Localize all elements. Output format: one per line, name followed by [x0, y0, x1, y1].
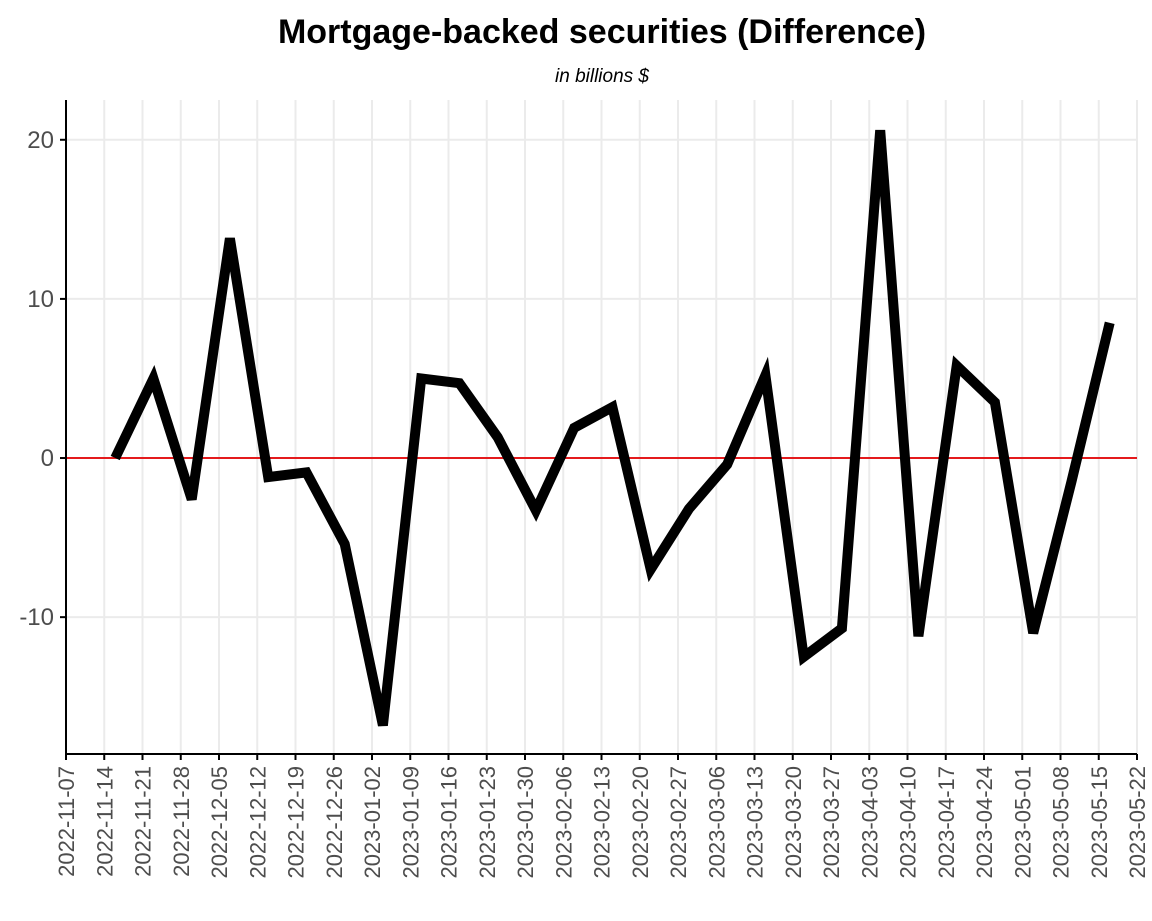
x-tick-label: 2023-02-20	[628, 766, 653, 879]
x-tick-label: 2022-12-26	[322, 766, 347, 879]
x-tick-label: 2023-01-02	[360, 766, 385, 879]
plot-area: -10 0 10 20 2022-11-07 2022-11-14 2022-11-21 20…	[19, 100, 1150, 879]
x-tick-label: 2023-03-20	[781, 766, 806, 879]
x-tick-label: 2022-11-21	[131, 766, 156, 877]
x-tick-label: 2023-01-23	[475, 766, 500, 879]
x-tick-label: 2022-11-28	[169, 766, 194, 877]
x-tick-label: 2023-02-13	[590, 766, 615, 879]
chart-title: Mortgage-backed securities (Difference)	[278, 13, 926, 51]
x-tick-label: 2022-12-05	[207, 766, 232, 879]
x-tick-label: 2023-02-06	[551, 766, 576, 879]
x-tick-label: 2023-04-17	[934, 766, 959, 879]
x-tick-label: 2023-04-24	[972, 766, 997, 879]
x-tick-label: 2022-11-07	[54, 766, 79, 877]
x-tick-label: 2023-05-15	[1087, 766, 1112, 879]
x-tick-label: 2023-04-10	[896, 766, 921, 879]
y-tick-label: 20	[27, 127, 54, 154]
x-tick-label: 2022-12-19	[284, 766, 309, 879]
x-tick-label: 2023-05-08	[1049, 766, 1074, 879]
y-tick-label: 10	[27, 286, 54, 313]
x-tick-label: 2023-02-27	[666, 766, 691, 879]
chart-subtitle: in billions $	[555, 66, 649, 87]
y-tick-label: 0	[41, 445, 54, 472]
x-tick-label: 2023-01-09	[398, 766, 423, 879]
x-tick-label: 2023-01-30	[513, 766, 538, 879]
x-tick-label: 2023-01-16	[437, 766, 462, 879]
x-tick-label: 2023-05-01	[1010, 766, 1035, 879]
x-tick-label: 2023-03-13	[743, 766, 768, 879]
x-tick-label: 2023-04-03	[857, 766, 882, 879]
x-tick-label: 2022-12-12	[245, 766, 270, 879]
series-line	[110, 129, 1115, 727]
x-tick-label: 2022-11-14	[92, 766, 117, 877]
x-tick-label: 2023-05-22	[1125, 766, 1150, 879]
x-tick-label: 2023-03-27	[819, 766, 844, 879]
y-tick-label: -10	[19, 604, 54, 631]
x-tick-label: 2023-03-06	[704, 766, 729, 879]
